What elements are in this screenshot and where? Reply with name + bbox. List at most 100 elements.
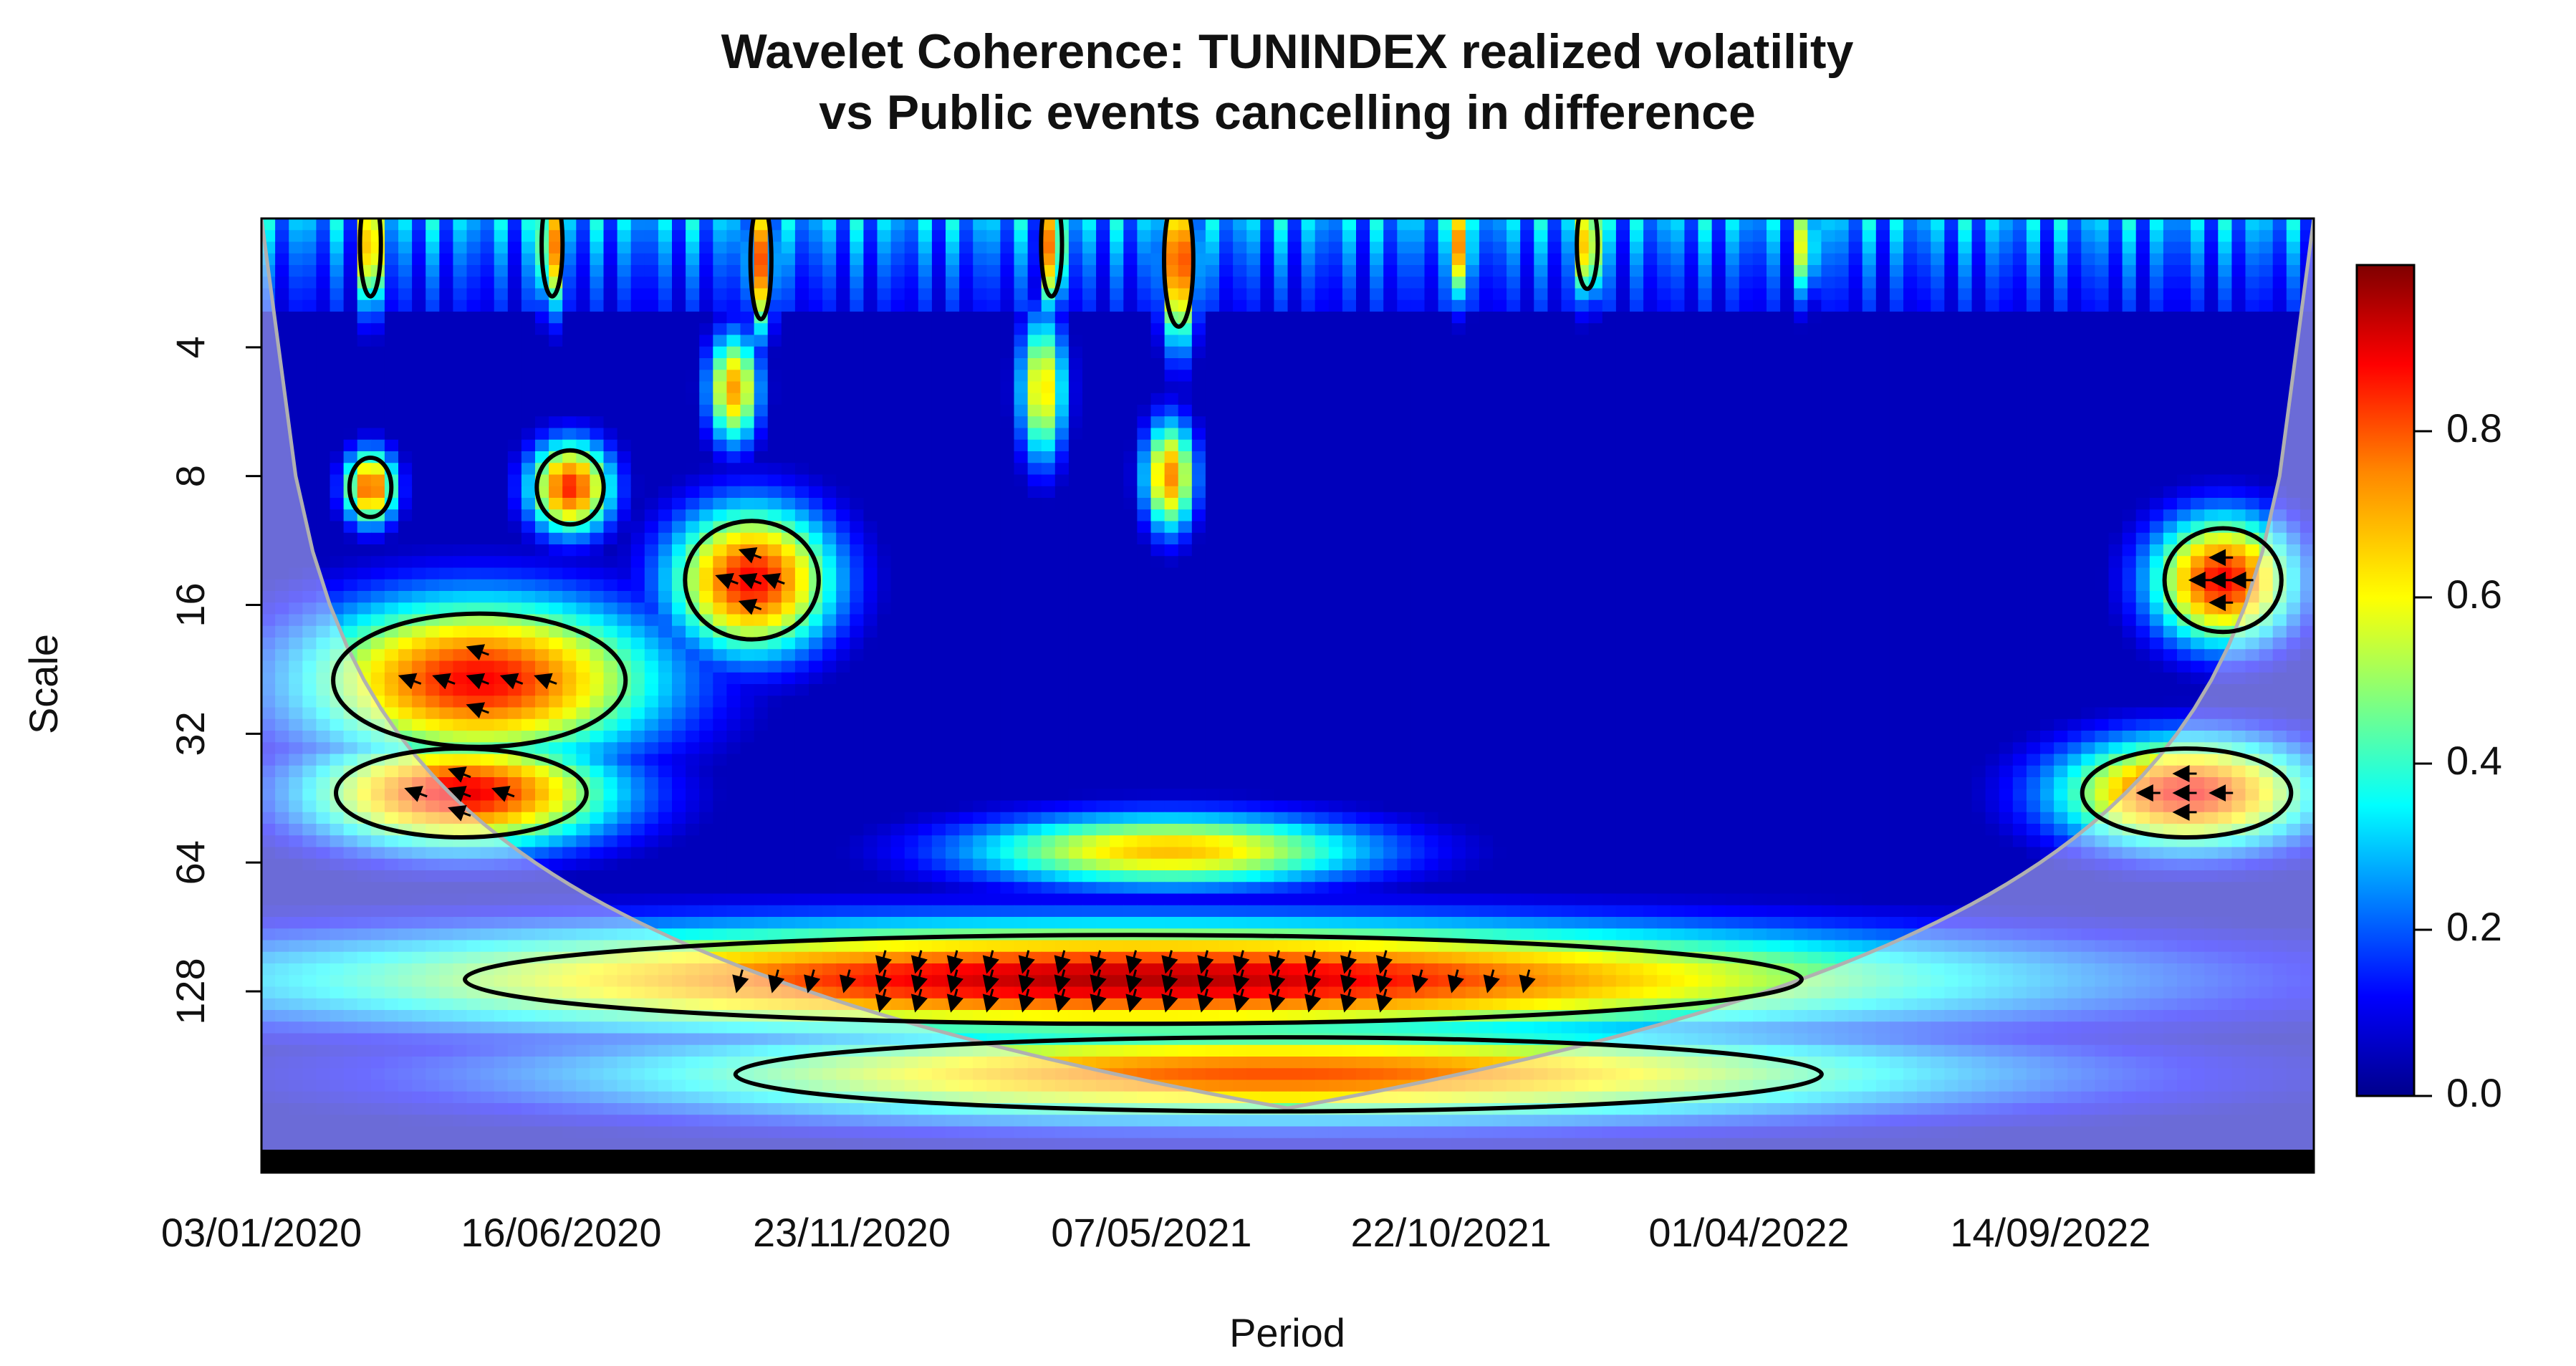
heat-cell [316, 602, 331, 615]
heat-cell [1602, 323, 1617, 336]
heat-cell [302, 428, 317, 441]
heat-cell [1615, 579, 1630, 592]
heat-cell [426, 346, 441, 359]
heat-cell [2163, 532, 2178, 545]
heat-cell [2177, 544, 2191, 557]
heat-cell [1889, 498, 1904, 511]
heat-cell [1219, 405, 1234, 418]
heat-cell [726, 486, 741, 499]
heat-cell [1274, 509, 1289, 522]
heat-cell [686, 299, 700, 312]
heat-cell [1903, 358, 1918, 371]
heat-cell [1889, 370, 1904, 383]
heat-cell [370, 299, 385, 312]
heat-cell [1698, 498, 1713, 511]
heat-cell [343, 567, 358, 580]
heat-cell [357, 323, 372, 336]
heat-cell [1438, 241, 1453, 254]
heat-cell [466, 451, 481, 464]
heat-cell [1123, 299, 1138, 312]
heat-cell [2191, 439, 2205, 452]
heat-cell [699, 335, 714, 347]
heat-cell [2286, 463, 2301, 476]
heat-cell [1041, 393, 1056, 405]
heat-cell [1561, 393, 1576, 405]
heat-cell [412, 218, 426, 231]
heat-cell [1862, 416, 1877, 429]
heat-cell [1178, 416, 1193, 429]
heat-cell [1506, 556, 1521, 569]
heat-cell [946, 498, 960, 511]
heat-cell [672, 556, 686, 569]
heat-cell [672, 299, 686, 312]
heat-cell [357, 474, 372, 487]
heat-cell [1123, 416, 1138, 429]
heat-cell [1082, 532, 1097, 545]
heat-cell [1643, 486, 1658, 499]
heat-cell [521, 579, 536, 592]
heat-cell [2245, 509, 2260, 522]
heat-cell [466, 241, 481, 254]
heat-cell [1615, 323, 1630, 336]
heat-cell [2067, 532, 2082, 545]
heat-cell [672, 218, 686, 231]
heat-cell [740, 335, 755, 347]
heat-cell [1287, 556, 1302, 569]
heat-cell [370, 579, 385, 592]
heat-cell [1630, 323, 1644, 336]
heat-cell [1424, 358, 1439, 371]
heat-cell [1630, 276, 1644, 289]
heat-cell [1711, 299, 1726, 312]
heat-cell [2299, 591, 2314, 604]
heat-cell [617, 416, 632, 429]
heat-cell [1862, 498, 1877, 511]
heat-cell [1547, 265, 1562, 278]
heat-cell [507, 276, 522, 289]
heat-cell [1451, 276, 1466, 289]
heat-cell [1821, 230, 1836, 243]
heat-cell [590, 428, 605, 441]
heat-cell [1356, 405, 1370, 418]
heat-cell [1958, 393, 1973, 405]
heat-cell [2218, 405, 2233, 418]
heat-cell [2095, 405, 2110, 418]
heat-cell [1561, 451, 1576, 464]
heat-cell [959, 346, 974, 359]
heat-cell [1848, 405, 1863, 418]
heat-cell [2204, 230, 2219, 243]
heat-cell [809, 299, 823, 312]
heat-cell [384, 299, 399, 312]
heat-cell [740, 451, 755, 464]
heat-cell [1274, 556, 1289, 569]
heat-cell [412, 405, 426, 418]
heat-cell [1397, 218, 1412, 231]
heat-cell [863, 346, 878, 359]
heat-cell [1110, 416, 1125, 429]
heat-cell [2272, 241, 2287, 254]
heat-cell [1479, 288, 1494, 301]
heat-cell [1164, 567, 1179, 580]
heat-cell [2040, 509, 2054, 522]
heat-cell [1821, 416, 1836, 429]
heat-cell [1137, 253, 1152, 266]
heat-cell [931, 230, 946, 243]
heat-cell [494, 591, 509, 604]
heat-cell [2026, 591, 2041, 604]
heat-cell [426, 451, 441, 464]
heat-cell [1219, 381, 1234, 394]
heat-cell [1684, 486, 1699, 499]
heat-cell [1835, 265, 1850, 278]
heat-cell [2204, 265, 2219, 278]
heat-cell [1944, 579, 1959, 592]
heat-cell [1123, 323, 1138, 336]
heat-cell [466, 265, 481, 278]
heat-cell [1903, 591, 1918, 604]
heat-cell [2135, 346, 2150, 359]
heat-cell [426, 428, 441, 441]
heat-cell [1780, 312, 1794, 324]
heat-cell [1931, 381, 1946, 394]
heat-cell [1903, 346, 1918, 359]
heat-cell [1315, 346, 1330, 359]
heat-cell [2163, 335, 2178, 347]
heat-cell [1438, 335, 1453, 347]
